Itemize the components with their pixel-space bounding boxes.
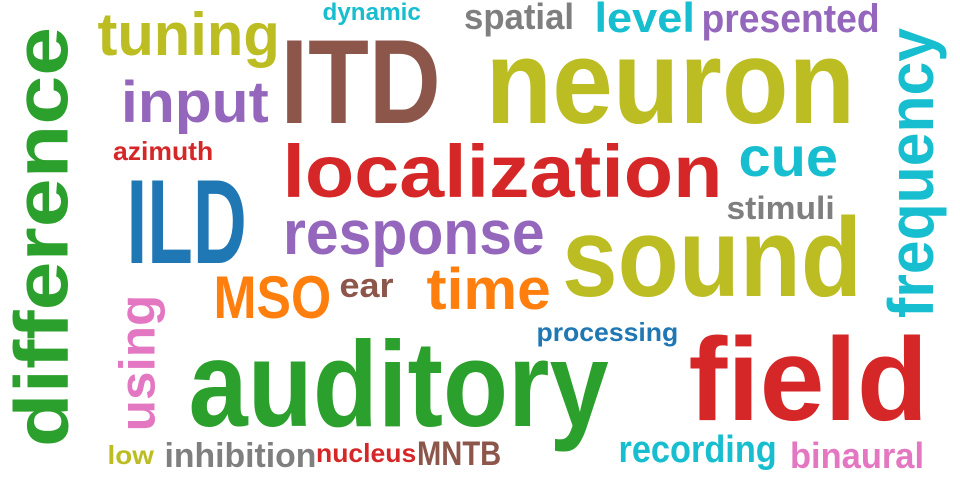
word-time: time [425,257,551,322]
word-frequency: frequency [874,28,947,318]
word-ild: ILD [126,155,247,289]
word-sound: sound [561,195,862,320]
word-tuning: tuning [96,1,280,68]
word-ear: ear [338,267,394,305]
word-input: input [121,70,269,135]
word-mso: MSO [212,264,331,331]
word-mntb: MNTB [417,435,502,473]
word-processing: processing [535,317,678,347]
word-recording: recording [617,429,777,471]
word-itd: ITD [280,15,441,149]
word-difference: difference [0,26,85,448]
word-low: low [106,440,154,470]
word-auditory: auditory [188,316,609,452]
word-spatial: spatial [463,0,575,37]
word-nucleus: nucleus [316,438,417,468]
word-presented: presented [700,0,880,41]
word-response: response [283,199,545,268]
word-stimuli: stimuli [725,190,835,226]
word-dynamic: dynamic [322,0,421,26]
word-inhibition: inhibition [164,437,316,475]
word-localization: localization [281,130,722,213]
word-neuron: neuron [485,15,855,149]
word-cue: cue [738,125,838,188]
word-field: field [687,314,928,446]
word-binaural: binaural [790,435,925,476]
word-level: level [593,0,695,41]
word-using: using [109,294,166,432]
word-azimuth: azimuth [113,136,214,166]
